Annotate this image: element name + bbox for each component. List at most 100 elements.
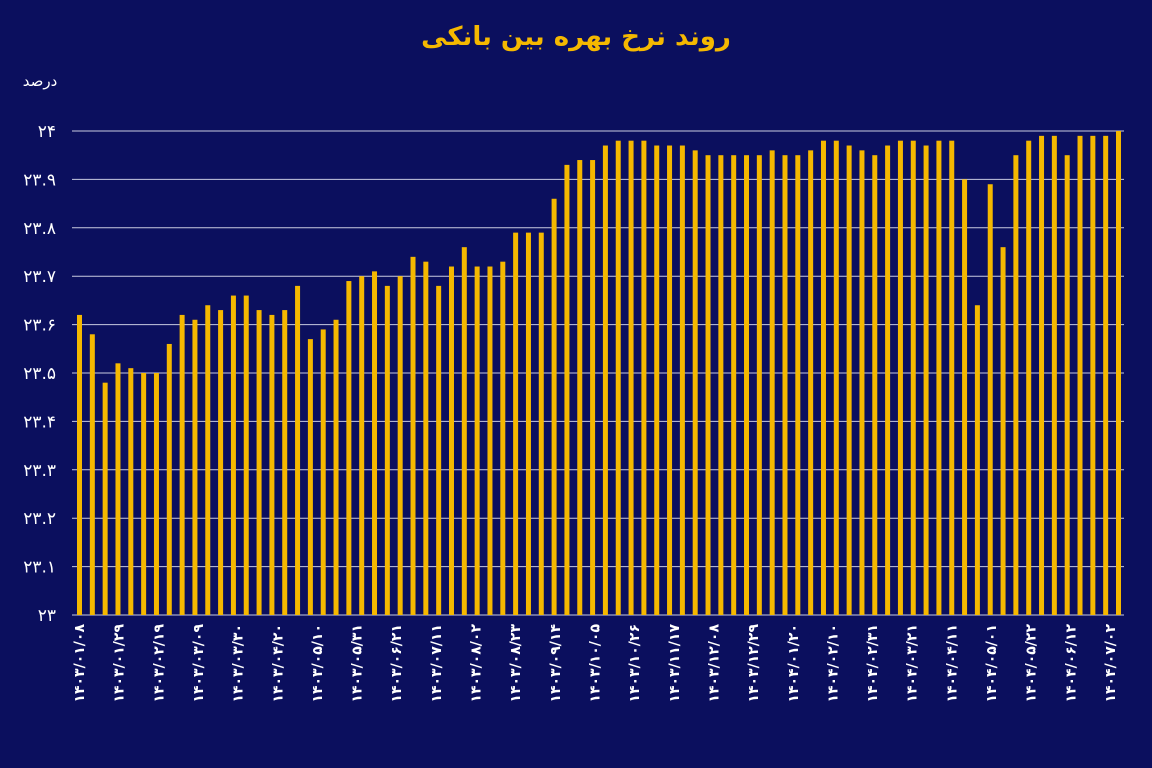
- x-tick-label: ۱۴۰۳/۰۱/۲۹: [112, 624, 128, 703]
- y-axis-ticks: ۲۳ ۲۳.۱ ۲۳.۲ ۲۳.۳ ۲۳.۴ ۲۳.۵ ۲۳.۶ ۲۳.۷ ۲۳.۸ ۲۳.۹ ۲۴: [23, 122, 56, 626]
- y-axis-unit: درصد: [23, 72, 58, 90]
- bar: [872, 155, 878, 615]
- bar: [846, 145, 852, 615]
- bar: [974, 305, 980, 615]
- bar: [577, 160, 583, 616]
- bar: [307, 339, 313, 615]
- chart-title: روند نرخ بهره بین بانکی: [421, 22, 731, 52]
- bar: [1077, 135, 1083, 615]
- bar: [808, 150, 814, 616]
- bar: [77, 314, 82, 615]
- bar: [731, 155, 737, 615]
- bar: [205, 305, 211, 615]
- bar: [1090, 135, 1096, 615]
- y-tick-label: ۲۳.۹: [23, 170, 56, 190]
- bar: [679, 145, 685, 615]
- bar: [1000, 247, 1006, 615]
- bar: [705, 155, 711, 615]
- bar: [628, 140, 634, 615]
- bar: [295, 285, 301, 615]
- bar: [410, 256, 416, 615]
- x-tick-label: ۱۴۰۴/۰۳/۲۱: [905, 624, 921, 703]
- bar: [500, 261, 506, 615]
- y-tick-label: ۲۳.۸: [23, 219, 56, 239]
- bar: [897, 140, 903, 615]
- bar: [654, 145, 660, 615]
- bar: [179, 314, 185, 615]
- bar: [936, 140, 942, 615]
- bar: [820, 140, 826, 615]
- y-tick-label: ۲۳.۱: [23, 558, 56, 578]
- y-tick-label: ۲۳.۶: [23, 316, 56, 336]
- x-tick-label: ۱۴۰۴/۰۶/۱۲: [1063, 624, 1079, 703]
- bar: [128, 368, 134, 615]
- bar: [256, 310, 262, 615]
- y-tick-label: ۲۳: [38, 606, 56, 626]
- bar: [564, 164, 570, 615]
- y-tick-label: ۲۳.۴: [23, 412, 56, 432]
- bar: [962, 179, 968, 615]
- bar: [551, 198, 557, 615]
- bar: [1064, 155, 1070, 615]
- x-tick-label: ۱۴۰۳/۰۳/۳۰: [231, 624, 247, 703]
- bar: [243, 295, 249, 615]
- x-tick-label: ۱۴۰۳/۱۱/۱۷: [667, 624, 683, 703]
- bar: [461, 247, 467, 615]
- bar: [782, 155, 788, 615]
- x-axis-ticks: ۱۴۰۳/۰۱/۰۸ ۱۴۰۳/۰۱/۲۹ ۱۴۰۳/۰۲/۱۹ ۱۴۰۳/۰۳/۰۹…: [72, 624, 1119, 703]
- bar: [320, 329, 326, 615]
- bar: [615, 140, 621, 615]
- bar: [282, 310, 288, 615]
- bar: [89, 334, 95, 615]
- x-tick-label: ۱۴۰۴/۰۲/۱۰: [825, 624, 841, 703]
- bar: [525, 232, 531, 615]
- x-tick-label: ۱۴۰۴/۰۷/۰۲: [1103, 624, 1119, 703]
- bar: [397, 276, 403, 615]
- bar: [769, 150, 775, 616]
- x-tick-label: ۱۴۰۴/۰۴/۱۱: [944, 624, 960, 703]
- x-tick-label: ۱۴۰۳/۰۵/۳۱: [350, 624, 366, 703]
- bar: [474, 266, 480, 615]
- bar: [602, 145, 608, 615]
- x-tick-label: ۱۴۰۴/۰۵/۰۱: [984, 624, 1000, 703]
- y-tick-label: ۲۳.۷: [23, 267, 56, 287]
- x-tick-label: ۱۴۰۴/۰۲/۳۱: [865, 624, 881, 703]
- bar: [987, 184, 993, 616]
- x-tick-label: ۱۴۰۳/۱۰/۰۵: [588, 624, 604, 703]
- x-tick-label: ۱۴۰۳/۰۹/۱۴: [548, 624, 564, 703]
- bar: [423, 261, 429, 615]
- bar: [667, 145, 673, 615]
- bar: [436, 285, 442, 615]
- bar: [1013, 155, 1019, 615]
- bar: [269, 314, 275, 615]
- bar: [833, 140, 839, 615]
- y-tick-label: ۲۳.۳: [23, 461, 56, 481]
- y-tick-label: ۲۳.۵: [23, 364, 56, 384]
- bar: [949, 140, 955, 615]
- bar: [192, 319, 198, 615]
- bar: [359, 276, 365, 615]
- bar: [448, 266, 454, 615]
- bar: [141, 373, 147, 615]
- x-tick-label: ۱۴۰۳/۰۲/۱۹: [151, 624, 167, 703]
- bar: [230, 295, 236, 615]
- bar: [218, 310, 224, 615]
- x-tick-label: ۱۴۰۳/۰۵/۱۰: [310, 624, 326, 703]
- bar: [590, 160, 596, 616]
- bar: [513, 232, 519, 615]
- bar: [795, 155, 801, 615]
- x-tick-label: ۱۴۰۳/۱۲/۲۹: [746, 624, 762, 703]
- bar: [538, 232, 544, 615]
- x-tick-label: ۱۴۰۳/۰۴/۲۰: [270, 624, 286, 703]
- bar: [166, 343, 172, 615]
- bar: [756, 155, 762, 615]
- bar: [692, 150, 698, 616]
- bar: [1116, 131, 1121, 615]
- bar: [333, 319, 339, 615]
- x-tick-label: ۱۴۰۴/۰۵/۲۲: [1024, 624, 1040, 703]
- bar: [1026, 140, 1032, 615]
- bar: [718, 155, 724, 615]
- x-tick-label: ۱۴۰۳/۰۸/۲۳: [508, 624, 524, 703]
- bar: [641, 140, 647, 615]
- bar: [923, 145, 929, 615]
